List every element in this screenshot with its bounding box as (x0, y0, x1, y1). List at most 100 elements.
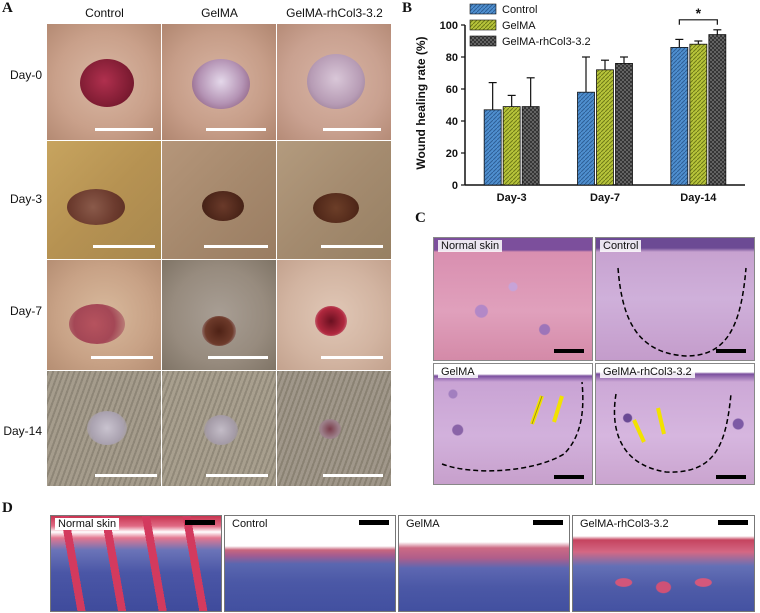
column-header-gelma-rhcol3: GelMA-rhCol3-3.2 (286, 6, 383, 20)
scale-bar (185, 520, 215, 525)
significance-bracket (678, 19, 718, 25)
row-label-day-3: Day-3 (9, 192, 42, 206)
scale-bar (93, 245, 155, 248)
y-tick-label: 80 (446, 52, 458, 64)
scale-bar (321, 245, 383, 248)
bar-control-day-14 (670, 47, 689, 186)
significance-label: * (696, 5, 702, 21)
bar-gelma-rhcol3-3-2-day-7 (615, 63, 633, 186)
masson-label: Normal skin (55, 518, 120, 530)
legend-entry: Control (502, 4, 537, 16)
wound-area (67, 189, 125, 225)
wound-photo-gelma-rhcol3-day-14 (277, 371, 391, 486)
histology-label: GelMA-rhCol3-3.2 (600, 366, 695, 378)
row-label-day-14: Day-14 (3, 424, 42, 438)
panel-a-letter: A (2, 0, 13, 16)
panel-c-letter: C (415, 210, 426, 226)
wound-boundary-outline (613, 393, 732, 473)
scale-bar (206, 128, 266, 131)
x-tick-label: Day-7 (590, 192, 620, 204)
legend-entry: GelMA-rhCol3-3.2 (502, 36, 591, 48)
scale-bar (718, 520, 748, 525)
row-label-day-0: Day-0 (9, 68, 42, 82)
x-tick-label: Day-3 (497, 192, 527, 204)
histology-label: Control (600, 240, 642, 252)
scale-bar (204, 245, 268, 248)
masson-stain-control: Control (224, 515, 396, 612)
histology-gelma: GelMA (433, 363, 593, 485)
y-tick-label: 100 (440, 20, 458, 32)
y-tick-label: 40 (446, 116, 458, 128)
scale-bar (321, 356, 383, 359)
wound-area (202, 191, 244, 221)
bar-gelma-day-3 (502, 106, 521, 186)
legend-swatch (469, 19, 497, 31)
masson-stain-gelma-rhcol3: GelMA-rhCol3-3.2 (572, 515, 755, 612)
wound-photo-gelma-rhcol3-day-3 (277, 141, 391, 259)
histology-normal-skin: Normal skin (433, 237, 593, 361)
histology-label: GelMA (438, 366, 478, 378)
scale-bar (359, 520, 389, 525)
y-tick-label: 60 (446, 84, 458, 96)
wound-area (69, 304, 125, 344)
wound-area (319, 419, 341, 439)
scale-bar (95, 128, 153, 131)
masson-stain-normal-skin: Normal skin (50, 515, 222, 612)
scale-bar (323, 474, 383, 477)
arrow-icon (656, 407, 666, 435)
scale-bar (208, 356, 268, 359)
bar-control-day-7 (577, 91, 595, 186)
arrow-icon (530, 395, 544, 425)
wound-area (204, 415, 238, 445)
wound-area (202, 316, 236, 346)
wound-photo-gelma-rhcol3-day-0 (277, 24, 391, 140)
bar-gelma-rhcol3-3-2-day-3 (521, 106, 540, 186)
panel-b-letter: B (402, 0, 413, 16)
legend-swatch (469, 35, 497, 47)
scale-bar (206, 474, 268, 477)
wound-healing-bar-chart: Wound healing rate (%) 0 20 40 60 80 100 Day-3… (414, 3, 745, 204)
scale-bar (716, 475, 746, 479)
histology-control: Control (595, 237, 755, 361)
masson-stain-gelma: GelMA (398, 515, 570, 612)
wound-area (307, 54, 365, 109)
wound-area (313, 193, 359, 223)
wound-photo-control-day-14 (47, 371, 161, 486)
histology-label: Normal skin (438, 240, 503, 252)
wound-photo-gelma-day-3 (162, 141, 276, 259)
scale-bar (554, 475, 584, 479)
wound-boundary-outline (617, 267, 747, 357)
wound-area (315, 306, 347, 336)
scale-bar (533, 520, 563, 525)
wound-photo-gelma-day-14 (162, 371, 276, 486)
scale-bar (323, 128, 381, 131)
legend-swatch (469, 3, 497, 15)
wound-photo-gelma-day-7 (162, 260, 276, 370)
column-header-control: Control (85, 6, 124, 20)
wound-photo-control-day-0 (47, 24, 161, 140)
wound-photo-gelma-rhcol3-day-7 (277, 260, 391, 370)
arrow-icon (552, 395, 564, 423)
wound-photo-gelma-day-0 (162, 24, 276, 140)
wound-photo-control-day-7 (47, 260, 161, 370)
scale-bar (554, 349, 584, 353)
bar-control-day-3 (483, 109, 502, 186)
wound-area (80, 59, 134, 107)
histology-gelma-rhcol3: GelMA-rhCol3-3.2 (595, 363, 755, 485)
y-tick-label: 20 (446, 148, 458, 160)
x-tick-label: Day-14 (680, 192, 717, 204)
masson-label: GelMA-rhCol3-3.2 (577, 518, 672, 530)
column-header-gelma: GelMA (201, 6, 238, 20)
scale-bar (91, 356, 153, 359)
scale-bar (95, 474, 157, 477)
masson-label: Control (229, 518, 271, 530)
wound-area (192, 59, 250, 109)
wound-photo-control-day-3 (47, 141, 161, 259)
bar-gelma-rhcol3-3-2-day-14 (708, 34, 727, 186)
arrow-icon (632, 419, 646, 443)
wound-boundary-outline (441, 381, 584, 472)
panel-d-letter: D (2, 500, 13, 516)
wound-area (87, 411, 127, 445)
legend-entry: GelMA (502, 20, 536, 32)
row-label-day-7: Day-7 (9, 304, 42, 318)
